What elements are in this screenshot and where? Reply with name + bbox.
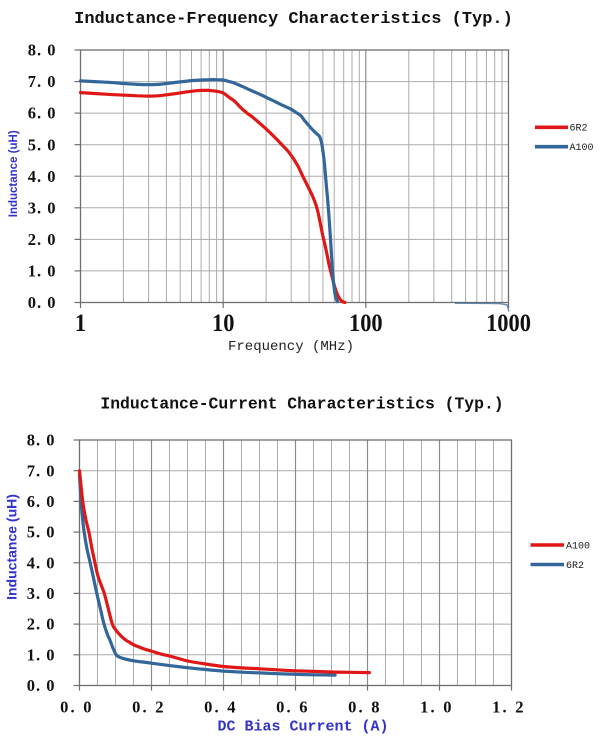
svg-text:7. 0: 7. 0 [27, 461, 56, 480]
svg-text:3. 0: 3. 0 [27, 584, 56, 603]
svg-text:1. 0: 1. 0 [28, 262, 57, 281]
svg-text:A100: A100 [570, 143, 594, 154]
svg-text:8. 0: 8. 0 [28, 41, 57, 60]
svg-text:0. 0: 0. 0 [60, 697, 94, 716]
svg-text:4. 0: 4. 0 [27, 553, 56, 572]
svg-text:1000: 1000 [486, 310, 531, 338]
svg-text:0. 0: 0. 0 [28, 293, 57, 312]
svg-text:0. 4: 0. 4 [204, 697, 238, 716]
svg-text:6. 0: 6. 0 [28, 104, 57, 123]
svg-text:0. 6: 0. 6 [276, 697, 310, 716]
svg-text:1. 2: 1. 2 [492, 697, 526, 716]
svg-text:0. 2: 0. 2 [132, 697, 166, 716]
svg-text:Inductance-Current Characteris: Inductance-Current Characteristics (Typ.… [100, 395, 503, 414]
svg-text:3. 0: 3. 0 [28, 198, 57, 217]
svg-text:Inductance (uH): Inductance (uH) [8, 130, 20, 217]
svg-text:5. 0: 5. 0 [28, 135, 57, 154]
svg-text:2. 0: 2. 0 [27, 615, 56, 634]
svg-text:Frequency (MHz): Frequency (MHz) [228, 339, 354, 355]
svg-text:6. 0: 6. 0 [27, 492, 56, 511]
svg-text:100: 100 [349, 310, 383, 338]
svg-text:1. 0: 1. 0 [420, 697, 454, 716]
svg-text:0. 8: 0. 8 [348, 697, 382, 716]
svg-text:6R2: 6R2 [566, 561, 584, 572]
svg-text:6R2: 6R2 [570, 124, 588, 135]
svg-text:2. 0: 2. 0 [28, 230, 57, 249]
svg-text:0. 0: 0. 0 [27, 676, 56, 695]
svg-text:DC Bias Current (A): DC Bias Current (A) [217, 719, 388, 736]
svg-text:5. 0: 5. 0 [27, 523, 56, 542]
svg-text:1. 0: 1. 0 [27, 645, 56, 664]
svg-text:1: 1 [75, 310, 86, 338]
svg-text:A100: A100 [566, 542, 590, 553]
svg-text:Inductance (uH): Inductance (uH) [4, 494, 20, 600]
svg-text:7. 0: 7. 0 [28, 72, 57, 91]
svg-text:10: 10 [212, 310, 234, 338]
svg-text:Inductance-Frequency Character: Inductance-Frequency Characteristics (Ty… [74, 10, 513, 29]
svg-text:8. 0: 8. 0 [27, 431, 56, 450]
svg-text:4. 0: 4. 0 [28, 167, 57, 186]
